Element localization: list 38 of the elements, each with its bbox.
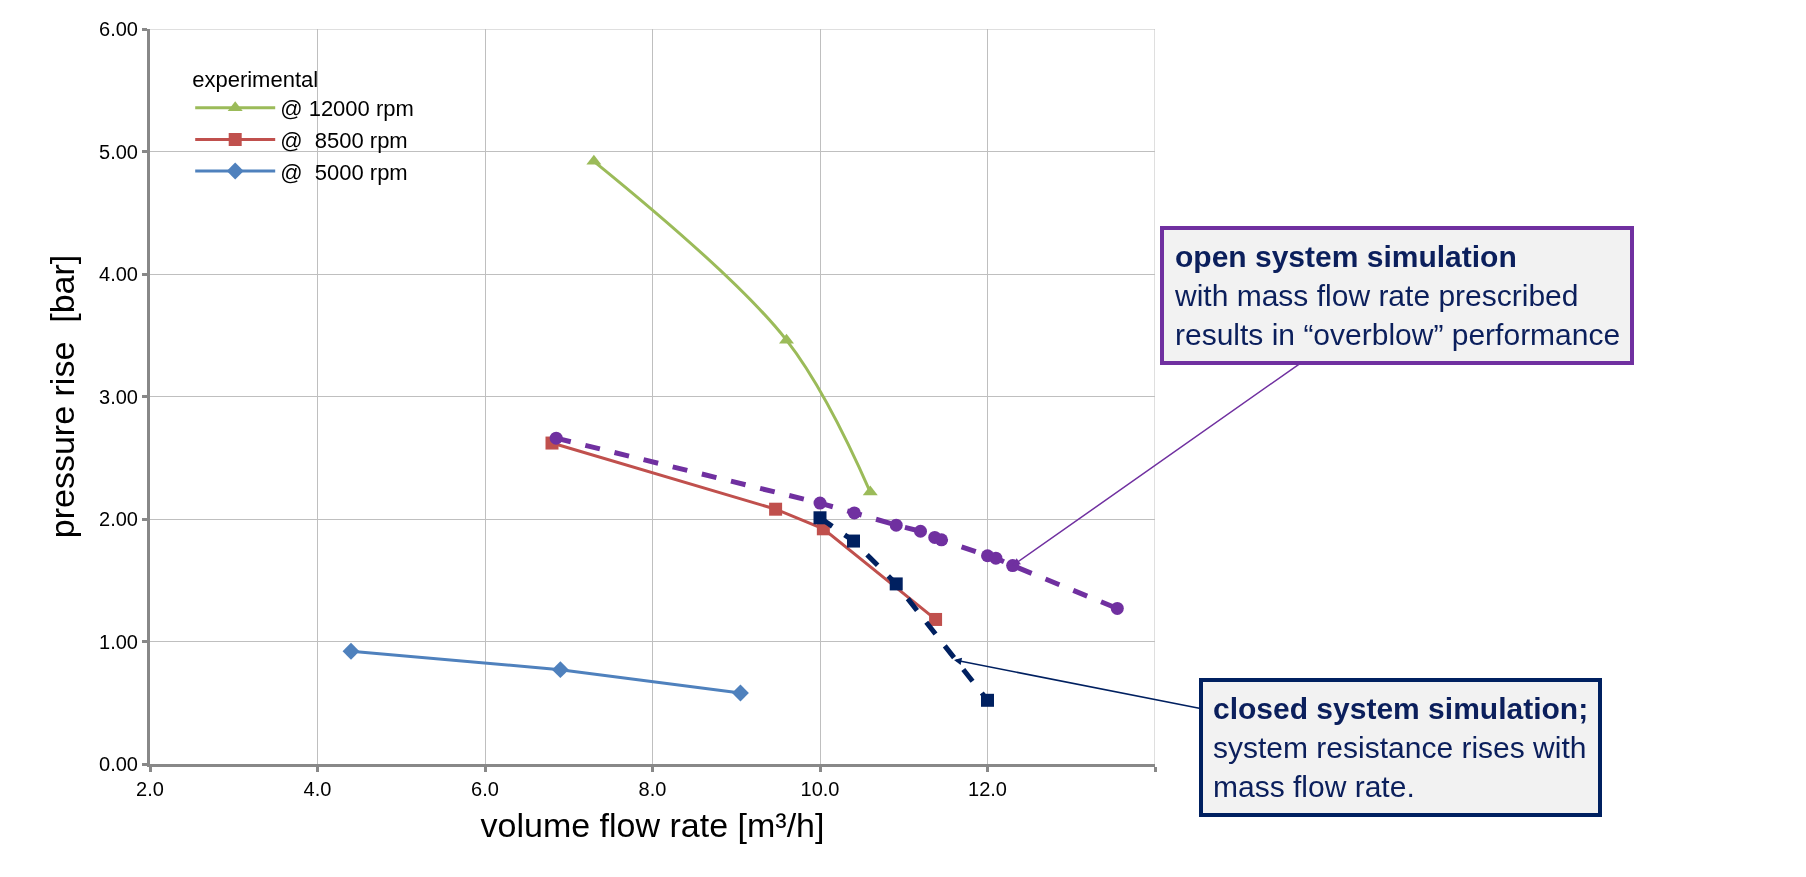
y-tick-label: 2.00 bbox=[99, 508, 138, 530]
point bbox=[889, 518, 903, 532]
point bbox=[813, 511, 827, 525]
x-axis-title: volume flow rate [m³/h] bbox=[480, 806, 825, 845]
point bbox=[989, 551, 1003, 565]
annotation: closed system simulation; system resistance rises with mass flow rate. bbox=[1213, 692, 1589, 803]
y-tick-label: 6.00 bbox=[99, 18, 138, 40]
point bbox=[549, 431, 563, 445]
x-tick-label: 8.0 bbox=[638, 778, 667, 800]
point bbox=[769, 502, 783, 516]
x-tick-label: 10.0 bbox=[800, 778, 840, 800]
legend-label: @ 8500 rpm bbox=[280, 127, 408, 153]
point bbox=[342, 642, 360, 660]
x-tick-label: 2.0 bbox=[136, 778, 164, 800]
point bbox=[731, 684, 749, 702]
legend-label: @ 5000 rpm bbox=[280, 159, 408, 185]
x-tick-label: 12.0 bbox=[968, 778, 1007, 800]
y-tick-label: 0.00 bbox=[99, 753, 138, 775]
point bbox=[934, 533, 948, 547]
point bbox=[914, 524, 927, 538]
y-tick-label: 1.00 bbox=[99, 630, 138, 653]
x-tick-label: 6.0 bbox=[471, 778, 499, 800]
point bbox=[847, 506, 861, 520]
point bbox=[813, 496, 827, 510]
point bbox=[929, 612, 943, 626]
point bbox=[551, 661, 569, 679]
x-tick-label: 4.0 bbox=[303, 778, 332, 800]
point bbox=[847, 534, 860, 548]
y-axis-title: pressure rise [bar] bbox=[42, 254, 81, 539]
point bbox=[889, 577, 903, 591]
point bbox=[981, 693, 994, 707]
legend-title: experimental bbox=[192, 67, 319, 92]
annotation: open system simulation with mass flow rate prescribed results in “overblow” performance bbox=[1174, 240, 1621, 351]
y-tick-label: 5.00 bbox=[99, 140, 138, 163]
point bbox=[1110, 601, 1124, 615]
y-tick-label: 3.00 bbox=[99, 385, 138, 408]
legend-label: @ 12000 rpm bbox=[280, 96, 414, 122]
y-tick-label: 4.00 bbox=[99, 263, 138, 285]
